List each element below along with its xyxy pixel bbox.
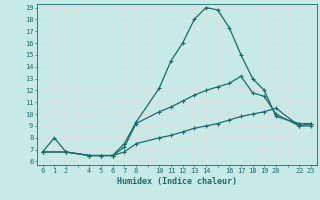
X-axis label: Humidex (Indice chaleur): Humidex (Indice chaleur) <box>117 177 237 186</box>
